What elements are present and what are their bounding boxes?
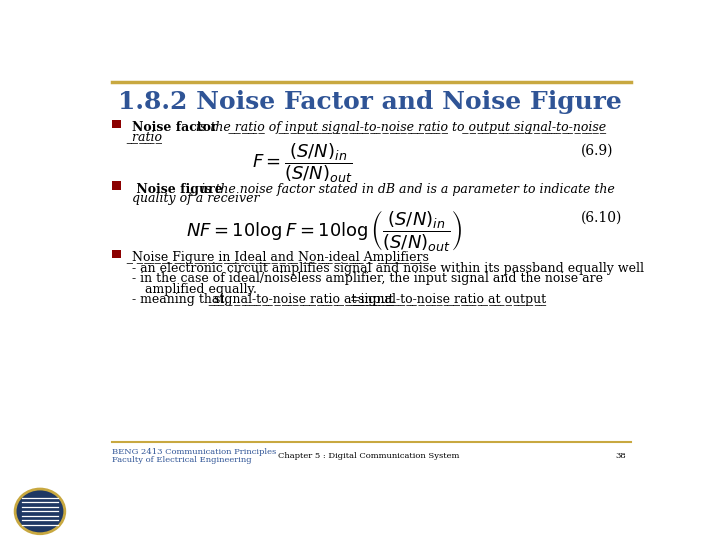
Text: ̲s̲i̲g̲n̲a̲l̲-̲t̲o̲-̲n̲o̲i̲s̲e̲ ̲r̲a̲t̲i̲o̲ ̲a̲t̲ ̲i̲n̲p̲u̲t̲: ̲s̲i̲g̲n̲a̲l̲-̲t̲o̲-̲n̲o̲i̲s̲e̲ ̲r̲a̲t̲i…: [214, 293, 394, 306]
Text: BENG 2413 Communication Principles: BENG 2413 Communication Principles: [112, 448, 276, 456]
Text: 1.8.2 Noise Factor and Noise Figure: 1.8.2 Noise Factor and Noise Figure: [118, 90, 622, 114]
Text: ̲s̲i̲g̲n̲a̲l̲-̲t̲o̲-̲n̲o̲i̲s̲e̲ ̲r̲a̲t̲i̲o̲ ̲a̲t̲ ̲o̲u̲t̲p̲u̲t̲: ̲s̲i̲g̲n̲a̲l̲-̲t̲o̲-̲n̲o̲i̲s̲e̲ ̲r̲a̲t̲i…: [358, 293, 546, 306]
Text: - meaning that,: - meaning that,: [132, 293, 232, 306]
Text: amplified equally.: amplified equally.: [145, 282, 256, 296]
Text: Noise figure: Noise figure: [132, 183, 222, 196]
Text: is the ̲r̲a̲t̲i̲o̲ of ̲i̲n̲p̲u̲t̲ ̲s̲i̲g̲n̲a̲l̲-̲t̲o̲-̲n̲o̲i̲s̲e̲ ̲r̲a̲t̲i̲o̲ to: is the ̲r̲a̲t̲i̲o̲ of ̲i̲n̲p̲u̲t̲ ̲s̲i̲g…: [192, 122, 606, 134]
Text: Noise factor: Noise factor: [132, 122, 217, 134]
FancyBboxPatch shape: [112, 181, 121, 190]
Text: - in the case of ideal/noiseless amplifier, the input signal and the noise are: - in the case of ideal/noiseless amplifi…: [132, 272, 603, 285]
Text: - an electronic circuit amplifies signal and noise within its passband equally w: - an electronic circuit amplifies signal…: [132, 262, 644, 275]
Text: 38: 38: [615, 452, 626, 460]
Text: quality of a receiver: quality of a receiver: [132, 192, 259, 205]
Circle shape: [15, 489, 65, 534]
Text: $NF = 10\log F = 10\log\left(\dfrac{(S/N)_{in}}{(S/N)_{out}}\right)$: $NF = 10\log F = 10\log\left(\dfrac{(S/N…: [186, 208, 462, 253]
Text: ̲r̲a̲t̲i̲o̲: ̲r̲a̲t̲i̲o̲: [132, 131, 162, 144]
FancyBboxPatch shape: [112, 250, 121, 258]
FancyBboxPatch shape: [112, 120, 121, 128]
Text: (6.9): (6.9): [581, 144, 613, 158]
Text: ̲N̲o̲i̲s̲e̲ ̲F̲i̲g̲u̲r̲e̲ ̲i̲n̲ ̲I̲d̲e̲a̲l̲ ̲a̲n̲d̲ ̲N̲o̲n̲-̲i̲d̲e̲a̲l̲ ̲A̲m̲p̲l: ̲N̲o̲i̲s̲e̲ ̲F̲i̲g̲u̲r̲e̲ ̲i̲n̲ ̲I̲d̲e̲a…: [132, 252, 428, 265]
Text: (6.10): (6.10): [581, 210, 622, 224]
Text: $F = \dfrac{(S/N)_{in}}{(S/N)_{out}}$: $F = \dfrac{(S/N)_{in}}{(S/N)_{out}}$: [252, 141, 352, 185]
Text: Faculty of Electrical Engineering: Faculty of Electrical Engineering: [112, 456, 252, 464]
Text: is the noise factor stated in dB and is a parameter to indicate the: is the noise factor stated in dB and is …: [197, 183, 615, 196]
Text: Chapter 5 : Digital Communication System: Chapter 5 : Digital Communication System: [279, 452, 459, 460]
Text: =: =: [346, 293, 364, 306]
